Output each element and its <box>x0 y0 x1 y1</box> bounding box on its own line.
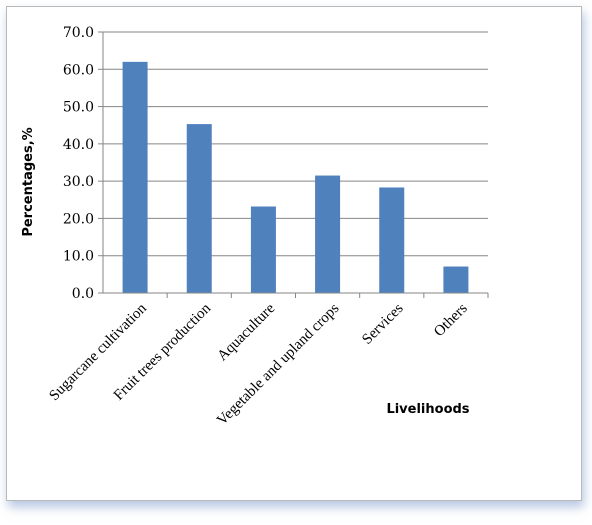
y-tick-label: 0.0 <box>72 286 94 302</box>
gridlines <box>103 31 488 257</box>
y-tick-label: 60.0 <box>63 62 94 78</box>
x-tick-label: Others <box>431 300 471 340</box>
y-tick-label: 30.0 <box>63 174 94 190</box>
y-tick-label: 50.0 <box>63 100 94 116</box>
bar <box>186 124 212 294</box>
y-tick-label: 20.0 <box>63 211 94 227</box>
bar <box>379 187 405 293</box>
x-tick-label: Services <box>359 300 406 347</box>
bar <box>443 266 469 293</box>
x-tick-label: Aquaculture <box>215 300 279 364</box>
y-axis-title: Percentages,% <box>21 127 36 236</box>
y-tick-label: 70.0 <box>63 25 94 41</box>
y-tick-label: 40.0 <box>63 137 94 153</box>
x-tick-label: Vegetable and upland crops <box>214 300 342 428</box>
chart-frame <box>6 6 582 501</box>
bar <box>250 206 276 293</box>
bar <box>122 61 148 294</box>
y-axis-ticks: 0.0 10.0 20.0 30.0 40.0 50.0 60.0 70.0 <box>63 25 103 302</box>
x-axis-title: Livelihoods <box>386 402 469 417</box>
bar <box>315 175 341 293</box>
bars <box>122 61 469 294</box>
y-tick-label: 10.0 <box>63 249 94 265</box>
